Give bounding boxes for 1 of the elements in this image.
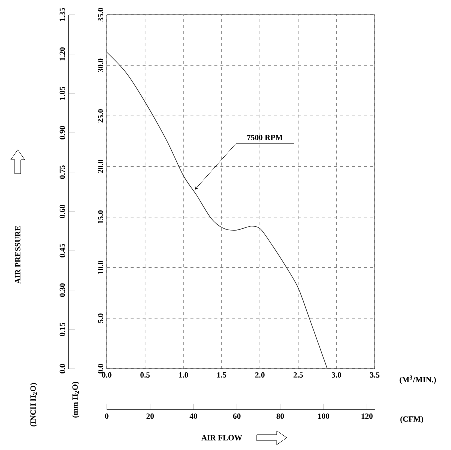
line-series: [106, 52, 328, 370]
